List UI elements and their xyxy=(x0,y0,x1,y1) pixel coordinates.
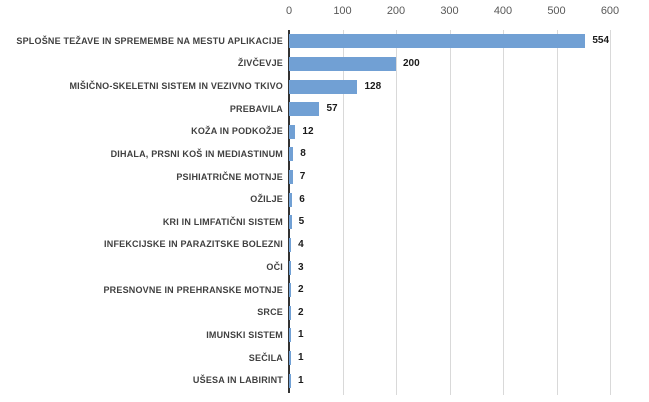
chart-row: OŽILJE 6 xyxy=(0,188,649,211)
value-label: 12 xyxy=(302,125,314,137)
chart-row: ŽIVČEVJE 200 xyxy=(0,53,649,76)
value-label: 8 xyxy=(300,148,306,160)
chart-row: UŠESA IN LABIRINT 1 xyxy=(0,369,649,392)
bar xyxy=(289,192,293,207)
gridline xyxy=(342,30,344,395)
value-label: 5 xyxy=(298,216,305,228)
chart-row: PRESNOVNE IN PREHRANSKE MOTNJE 2 xyxy=(0,279,649,302)
x-tick-label: 300 xyxy=(440,5,459,17)
bar-area: 12 xyxy=(289,121,314,144)
category-label: SRCE xyxy=(257,307,283,318)
chart-row: DIHALA, PRSNI KOŠ IN MEDIASTINUM 8 xyxy=(0,143,649,166)
bars-container: SPLOŠNE TEŽAVE IN SPREMEMBE NA MESTU APL… xyxy=(0,30,649,392)
bar xyxy=(289,305,291,320)
gridline xyxy=(396,30,397,395)
category-label: PRESNOVNE IN PREHRANSKE MOTNJE xyxy=(103,284,283,295)
category-label: ŽIVČEVJE xyxy=(237,58,283,69)
chart-row: KRI IN LIMFATIČNI SISTEM 5 xyxy=(0,211,649,234)
bar-area: 3 xyxy=(289,256,304,279)
value-label: 2 xyxy=(298,284,304,296)
value-label: 7 xyxy=(299,171,306,183)
chart-row: PSIHIATRIČNE MOTNJE 7 xyxy=(0,166,649,189)
bar xyxy=(289,147,294,162)
x-tick-label: 100 xyxy=(333,5,352,17)
category-label: DIHALA, PRSNI KOŠ IN MEDIASTINUM xyxy=(110,148,283,159)
gridline xyxy=(449,30,451,395)
value-label: 128 xyxy=(364,80,382,92)
bar-area: 1 xyxy=(289,324,304,347)
bar-area: 4 xyxy=(289,234,304,257)
bar-area: 1 xyxy=(289,347,304,370)
x-tick-label: 500 xyxy=(547,5,566,17)
bar xyxy=(289,328,291,343)
bar xyxy=(289,56,396,71)
category-label: OČI xyxy=(266,262,283,273)
category-label: SPLOŠNE TEŽAVE IN SPREMEMBE NA MESTU APL… xyxy=(16,35,283,46)
value-label: 554 xyxy=(592,35,610,47)
category-label: PREBAVILA xyxy=(229,103,283,114)
bar xyxy=(289,170,293,185)
bar-area: 554 xyxy=(289,30,609,53)
category-label: KRI IN LIMFATIČNI SISTEM xyxy=(162,216,283,227)
bar xyxy=(289,79,358,94)
bar-area: 1 xyxy=(289,369,304,392)
value-label: 6 xyxy=(299,193,305,205)
y-axis-line xyxy=(288,30,290,393)
bar xyxy=(289,215,292,230)
bar-area: 7 xyxy=(289,166,305,189)
gridline xyxy=(503,30,504,395)
chart-row: SRCE 2 xyxy=(0,302,649,325)
bar xyxy=(289,124,296,139)
category-label: PSIHIATRIČNE MOTNJE xyxy=(176,171,283,182)
bar-area: 5 xyxy=(289,211,304,234)
value-label: 1 xyxy=(298,374,304,386)
bar xyxy=(289,373,291,388)
bar-area: 8 xyxy=(289,143,306,166)
value-label: 1 xyxy=(298,352,304,364)
bar-area: 6 xyxy=(289,188,305,211)
bar-area: 128 xyxy=(289,75,381,98)
chart-row: PREBAVILA 57 xyxy=(0,98,649,121)
chart-row: SPLOŠNE TEŽAVE IN SPREMEMBE NA MESTU APL… xyxy=(0,30,649,53)
bar-area: 2 xyxy=(289,279,304,302)
chart-row: OČI 3 xyxy=(0,256,649,279)
chart-row: IMUNSKI SISTEM 1 xyxy=(0,324,649,347)
x-tick-label: 0 xyxy=(285,5,293,17)
x-tick-label: 200 xyxy=(386,5,406,17)
value-label: 200 xyxy=(403,57,420,69)
bar xyxy=(289,283,291,298)
chart-row: MIŠIČNO-SKELETNI SISTEM IN VEZIVNO TKIVO… xyxy=(0,75,649,98)
bar xyxy=(289,237,292,252)
gridline xyxy=(610,30,611,395)
chart-row: KOŽA IN PODKOŽJE 12 xyxy=(0,121,649,144)
bar xyxy=(289,102,320,117)
value-label: 4 xyxy=(298,238,304,250)
category-label: UŠESA IN LABIRINT xyxy=(192,375,283,386)
bar-area: 57 xyxy=(289,98,338,121)
bar-area: 200 xyxy=(289,53,420,76)
category-label: KOŽA IN PODKOŽJE xyxy=(191,126,283,137)
bar xyxy=(289,34,586,49)
value-label: 1 xyxy=(298,329,304,341)
bar xyxy=(289,260,291,275)
category-label: SEČILA xyxy=(248,352,283,363)
gridline xyxy=(556,30,558,395)
bar-area: 2 xyxy=(289,302,304,325)
category-label: OŽILJE xyxy=(250,194,283,205)
chart-row: INFEKCIJSKE IN PARAZITSKE BOLEZNI 4 xyxy=(0,234,649,257)
chart-row: SEČILA 1 xyxy=(0,347,649,370)
category-label: IMUNSKI SISTEM xyxy=(206,329,283,340)
bar xyxy=(289,351,291,366)
category-label: MIŠIČNO-SKELETNI SISTEM IN VEZIVNO TKIVO xyxy=(69,81,283,92)
value-label: 3 xyxy=(298,261,304,273)
value-label: 2 xyxy=(298,306,304,318)
category-label: INFEKCIJSKE IN PARAZITSKE BOLEZNI xyxy=(104,239,283,250)
x-tick-label: 600 xyxy=(600,5,620,17)
x-tick-label: 400 xyxy=(493,5,513,17)
value-label: 57 xyxy=(326,103,338,115)
